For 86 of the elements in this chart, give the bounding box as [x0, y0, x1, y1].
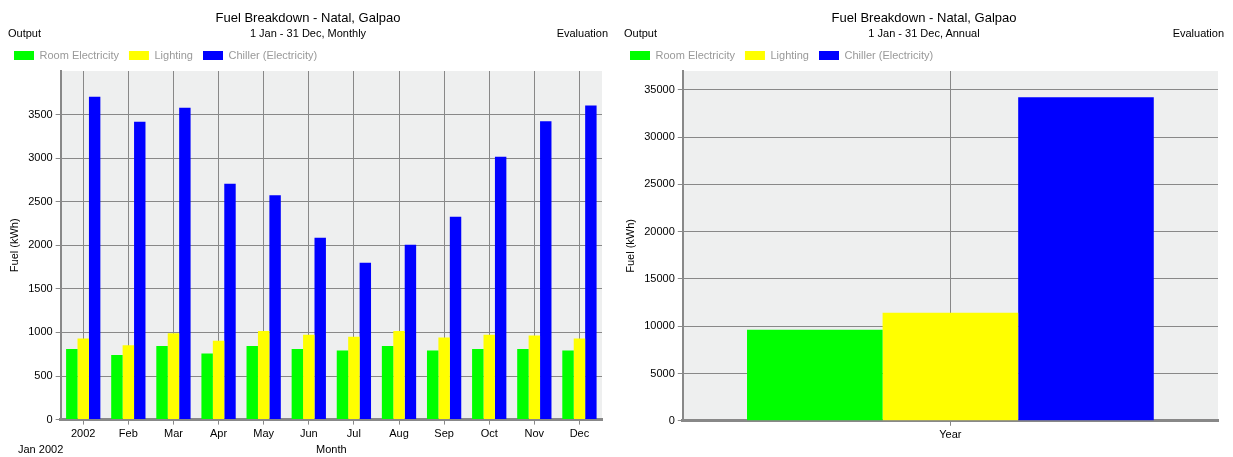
x-tick-label: Oct: [480, 427, 498, 440]
bar: [585, 105, 597, 420]
bar: [404, 244, 417, 420]
y-tick-label: 5000: [650, 366, 675, 379]
y-tick-label: 1000: [28, 325, 53, 338]
y-tick-label: 25000: [644, 177, 675, 190]
legend-label: Chiller (Electricity): [228, 48, 318, 61]
x-tick-label: Sep: [434, 427, 454, 440]
bar: [882, 312, 1019, 421]
bar: [303, 334, 315, 420]
legend-label: Lighting: [154, 48, 194, 61]
bar: [747, 329, 883, 421]
y-tick-label: 30000: [644, 130, 675, 143]
legend-label: Lighting: [770, 48, 810, 61]
bar: [449, 216, 462, 420]
y-tick-label: 3000: [28, 151, 53, 164]
bar: [257, 331, 270, 420]
bar: [494, 156, 507, 420]
bar: [156, 346, 168, 420]
y-tick-label: 35000: [644, 82, 675, 95]
chart-title: Fuel Breakdown - Natal, Galpao: [830, 10, 1018, 25]
legend-label: Chiller (Electricity): [844, 48, 934, 61]
bar: [483, 334, 495, 420]
x-tick-label: Jun: [299, 427, 318, 440]
y-tick-label: 1500: [28, 281, 53, 294]
text: Jan 2002: [18, 443, 64, 455]
bar: [111, 355, 123, 420]
bar: [359, 262, 372, 420]
chart-subtitle: 1 Jan - 31 Dec, Monthly: [249, 27, 367, 39]
bar: [336, 350, 349, 420]
text: Output: [8, 27, 42, 39]
bar: [224, 183, 236, 420]
bar: [472, 349, 484, 420]
bar: [348, 336, 360, 420]
bar: [426, 350, 439, 420]
bar: [179, 107, 191, 420]
y-axis-title: Fuel (kWh): [7, 218, 20, 273]
bar: [88, 96, 101, 420]
bar: [528, 335, 541, 420]
bar: [438, 337, 450, 420]
y-tick-label: 2500: [28, 194, 53, 207]
x-tick-label: May: [253, 427, 275, 440]
bar: [122, 345, 135, 420]
bar: [573, 338, 586, 420]
legend-label: Room Electricity: [655, 48, 736, 61]
legend-label: Room Electricity: [39, 48, 120, 61]
x-tick-label: Jul: [346, 427, 361, 440]
y-tick-label: 0: [668, 413, 675, 426]
chart-subtitle: 1 Jan - 31 Dec, Annual: [868, 27, 980, 39]
bar: [517, 349, 529, 420]
text: Evaluation: [556, 27, 608, 39]
text: Evaluation: [1172, 27, 1224, 39]
y-tick-label: 2000: [28, 238, 53, 251]
x-tick-label: Dec: [569, 427, 590, 440]
bar: [246, 346, 258, 420]
y-tick-label: 0: [46, 412, 53, 425]
bar: [269, 195, 281, 420]
x-tick-label: Nov: [524, 427, 545, 440]
bar: [212, 340, 225, 420]
x-tick-label: Feb: [118, 427, 138, 440]
x-tick-label: Mar: [163, 427, 184, 440]
bar: [381, 346, 394, 420]
bar: [1018, 97, 1154, 421]
bar: [540, 121, 552, 420]
y-tick-label: 500: [34, 369, 53, 382]
y-tick-label: 10000: [644, 319, 675, 332]
x-tick-label: Aug: [389, 427, 409, 440]
bar: [201, 353, 213, 420]
y-tick-label: 3500: [28, 107, 53, 120]
bar: [314, 237, 326, 420]
text: Output: [624, 27, 658, 39]
x-tick-label: Year: [939, 428, 962, 441]
chart-title: Fuel Breakdown - Natal, Galpao: [214, 10, 402, 25]
x-axis-title: Month: [316, 443, 347, 456]
bar: [562, 350, 574, 420]
x-tick-label: 2002: [70, 427, 96, 440]
bar: [66, 349, 78, 420]
bar: [291, 349, 304, 420]
x-tick-label: Apr: [210, 427, 228, 440]
y-tick-label: 15000: [644, 272, 675, 285]
bar: [134, 121, 146, 420]
y-tick-label: 20000: [644, 224, 675, 237]
bar: [393, 331, 405, 420]
bar: [167, 333, 180, 420]
y-axis-title: Fuel (kWh): [623, 219, 636, 273]
bar: [77, 338, 89, 420]
